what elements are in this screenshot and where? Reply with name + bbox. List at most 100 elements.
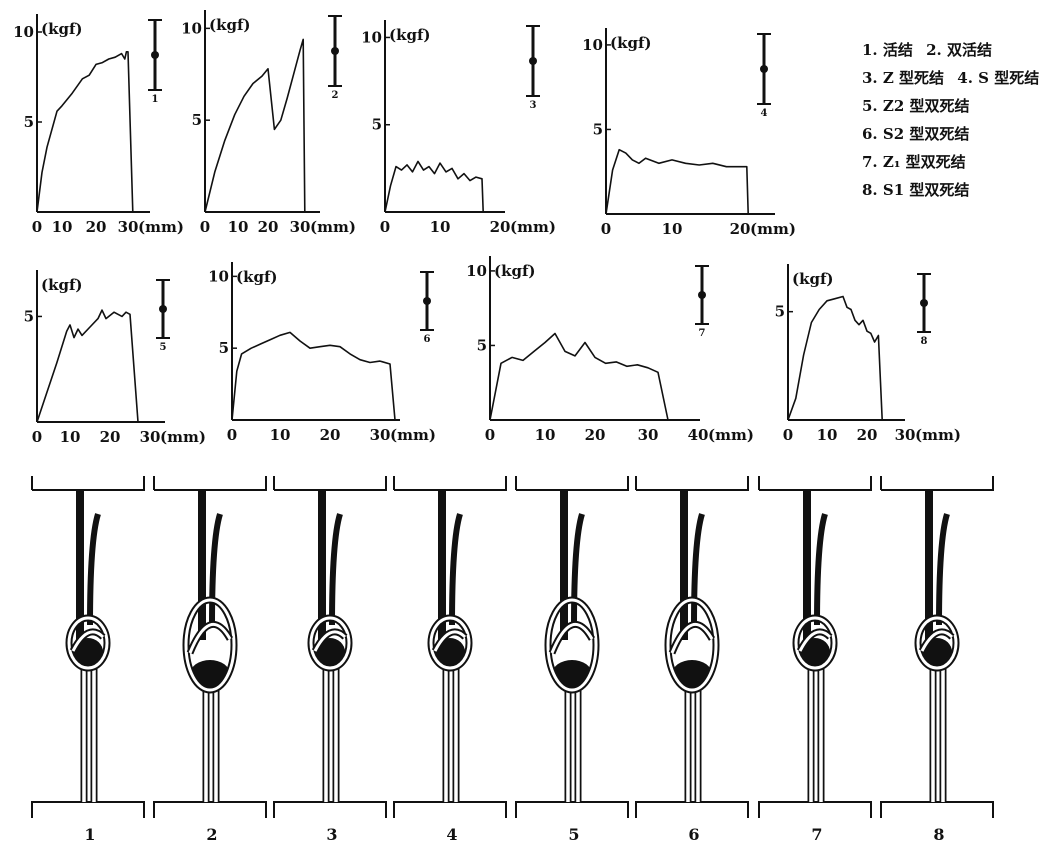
specimen-icon: 2: [328, 15, 342, 101]
knot-loop: [794, 616, 836, 670]
knot-cross: [920, 630, 954, 652]
x-tick-label: 20: [730, 220, 751, 238]
x-tick-label: 30: [140, 428, 161, 446]
y-tick-label: 5: [477, 336, 487, 354]
bottom-clamp: [880, 801, 994, 818]
strand-tail: [87, 513, 101, 626]
legend-item: 3. Z 型死结: [862, 69, 945, 87]
top-clamp: [153, 476, 267, 491]
x-tick-label: 20: [258, 218, 279, 236]
x-tick-label: 0: [783, 426, 793, 444]
specimen-knot: [920, 299, 928, 307]
x-axis-label: (mm): [160, 428, 206, 446]
specimen-number: 1: [152, 94, 159, 105]
chart-panel-7: 5 10 (kgf) 0 10 20 30 40 (mm) 7: [466, 256, 754, 444]
legend-item: 7. Z₁ 型双死结: [862, 153, 966, 171]
y-tick-label: 10: [466, 262, 487, 280]
knot-loop: [309, 616, 351, 670]
chart-panel-1: 5 10 (kgf) 0 10 20 30 (mm) 1: [13, 14, 184, 236]
series-line: [36, 51, 134, 213]
x-tick-label: 10: [817, 426, 838, 444]
x-tick-label: 10: [430, 218, 451, 236]
specimen-icon: 6: [420, 271, 434, 345]
top-clamp: [880, 476, 994, 491]
specimen-knot: [151, 51, 159, 59]
bottom-clamp: [515, 801, 629, 818]
x-axis-label: (mm): [390, 426, 436, 444]
y-tick-label: 10: [582, 36, 603, 54]
x-tick-label: 10: [662, 220, 683, 238]
x-axis-label: (mm): [310, 218, 356, 236]
series-line: [384, 160, 484, 213]
specimen-number: 8: [921, 336, 928, 347]
knot-cross: [798, 630, 832, 652]
top-clamp: [273, 476, 387, 491]
specimen-knot: [529, 57, 537, 65]
knot-loop: [67, 616, 109, 670]
specimen-knot: [159, 305, 167, 313]
legend-item: 8. S1 型双死结: [862, 181, 970, 199]
chart-panel-4: 5 10 (kgf) 0 10 20 (mm) 4: [582, 28, 796, 238]
x-tick-label: 20: [320, 426, 341, 444]
bottom-clamp: [273, 801, 387, 818]
specimen-number: 7: [699, 328, 706, 339]
strand-tail: [814, 513, 828, 626]
chart-panel-6: 5 10 (kgf) 0 10 20 30 (mm) 6: [208, 262, 436, 444]
knot-cross: [433, 630, 467, 652]
bottom-clamp: [635, 801, 749, 818]
x-tick-label: 30: [118, 218, 139, 236]
y-axis-label: (kgf): [209, 16, 251, 34]
specimen-number: 3: [530, 100, 537, 111]
strand-tail: [449, 513, 463, 626]
x-axis-label: (mm): [708, 426, 754, 444]
y-axis-label: (kgf): [610, 34, 652, 52]
knot-cross: [670, 622, 714, 654]
specimen-knot: [698, 291, 706, 299]
knot-cross: [71, 630, 105, 652]
top-clamp: [31, 476, 145, 491]
knot-dark-wrap: [672, 660, 712, 688]
knot-number: 6: [688, 825, 699, 844]
knot-loop: [184, 598, 236, 692]
knot-number: 2: [206, 825, 217, 844]
x-tick-label: 20: [857, 426, 878, 444]
x-tick-label: 20: [100, 428, 121, 446]
x-tick-label: 20: [585, 426, 606, 444]
knot-dark-wrap: [190, 660, 230, 688]
knot-loop: [429, 616, 471, 670]
legend-item: 6. S2 型双死结: [862, 125, 970, 143]
bottom-clamp: [393, 801, 507, 818]
specimen-icon: 5: [156, 279, 170, 353]
knot-illustration-1: 1: [31, 476, 145, 844]
x-tick-label: 10: [535, 426, 556, 444]
knot-number: 5: [568, 825, 579, 844]
knot-illustration-6: 6: [635, 476, 749, 844]
strand-tail: [691, 513, 705, 626]
x-tick-label: 0: [227, 426, 237, 444]
y-axis-label: (kgf): [41, 276, 83, 294]
x-tick-label: 10: [270, 426, 291, 444]
x-tick-label: 30: [638, 426, 659, 444]
y-axis-label: (kgf): [41, 20, 83, 38]
specimen-knot: [423, 297, 431, 305]
x-axis-label: (mm): [750, 220, 796, 238]
x-tick-label: 20: [490, 218, 511, 236]
knot-number: 4: [446, 825, 457, 844]
legend-item: 5. Z2 型双死结: [862, 97, 970, 115]
specimen-icon: 7: [695, 265, 709, 339]
x-tick-label: 0: [601, 220, 611, 238]
x-tick-label: 40: [688, 426, 709, 444]
knot-number: 1: [84, 825, 95, 844]
x-tick-label: 30: [290, 218, 311, 236]
chart-panel-3: 5 10 (kgf) 0 10 20 (mm) 3: [361, 20, 556, 236]
knot-illustration-8: 8: [880, 476, 994, 844]
chart-panel-2: 5 10 (kgf) 0 10 20 30 (mm) 2: [181, 10, 356, 236]
legend-item: 1. 活结: [862, 41, 913, 59]
x-tick-label: 30: [370, 426, 391, 444]
specimen-icon: 3: [526, 25, 540, 111]
specimen-icon: 8: [917, 273, 931, 347]
y-tick-label: 5: [372, 116, 382, 134]
knot-number: 8: [933, 825, 944, 844]
specimen-number: 6: [424, 334, 431, 345]
